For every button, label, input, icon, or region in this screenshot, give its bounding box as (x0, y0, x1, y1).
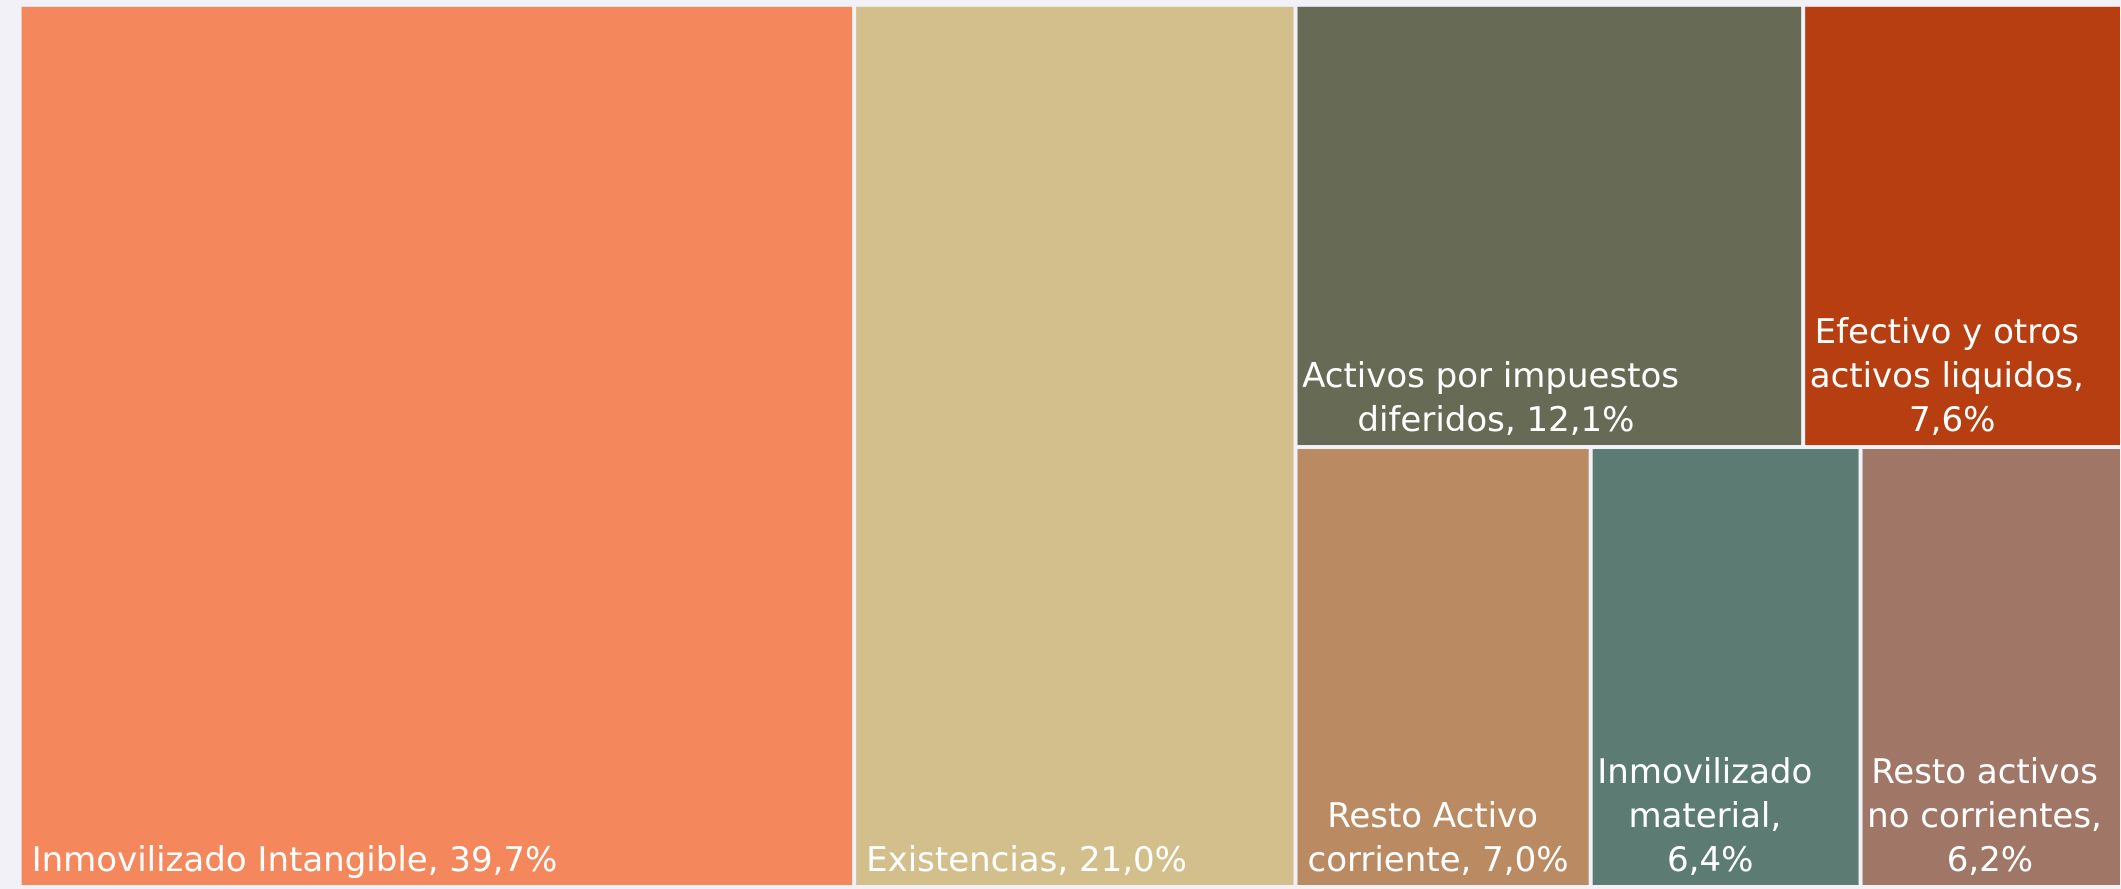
tile-label: Inmovilizado Intangible, 39,7% (32, 840, 558, 880)
label-line: diferidos, 12,1% (1357, 400, 1634, 440)
label-line: Inmovilizado Intangible, 39,7% (32, 840, 558, 880)
label-line: 6,4% (1667, 840, 1753, 880)
label-line: no corrientes, (1867, 796, 2113, 836)
tile-label: Efectivo y otros activos liquidos, 7,6% (1810, 312, 2095, 440)
tile-label: Resto activos no corrientes, 6,2% (1867, 752, 2113, 880)
label-line: Efectivo y otros (1815, 312, 2090, 352)
treemap-tile (1592, 449, 1859, 885)
tile-label: Existencias, 21,0% (866, 840, 1187, 880)
label-line: Activos por impuestos (1302, 356, 1690, 396)
treemap-tile (1297, 6, 1802, 446)
label-line: Resto Activo (1327, 796, 1549, 836)
label-line: 6,2% (1947, 840, 2033, 880)
treemap-tile (856, 6, 1294, 886)
treemap-tile (1862, 449, 2120, 885)
label-line: material, (1628, 796, 1792, 836)
label-line: 7,6% (1909, 400, 1995, 440)
label-line: Existencias, 21,0% (866, 840, 1187, 880)
label-line: Inmovilizado (1597, 752, 1823, 792)
label-line: activos liquidos, (1810, 356, 2095, 396)
tile-label: Inmovilizado material, 6,4% (1597, 752, 1823, 880)
label-line: Resto activos (1871, 752, 2108, 792)
tile-label: Activos por impuestos diferidos, 12,1% (1302, 356, 1690, 440)
treemap-tile (21, 6, 853, 886)
treemap-tile (1805, 6, 2120, 446)
tile-label: Resto Activo corriente, 7,0% (1308, 796, 1569, 880)
label-line: corriente, 7,0% (1308, 840, 1569, 880)
treemap-tile (1297, 449, 1589, 885)
